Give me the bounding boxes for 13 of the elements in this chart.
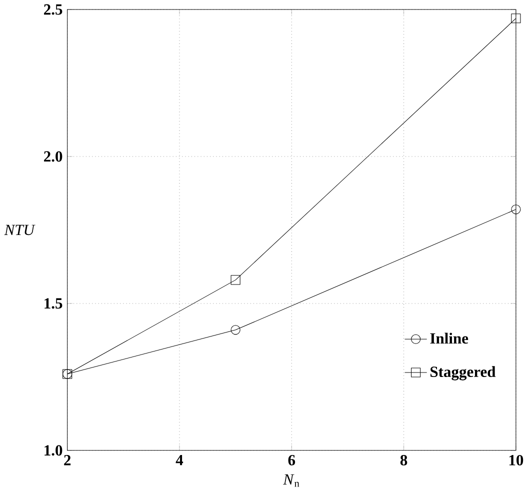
y-tick-label: 2.0 [44,151,62,162]
x-axis-title: N$_{n}$ [283,474,300,487]
x-tick-label: 8 [400,454,408,466]
legend-label: Staggered [430,366,496,380]
y-axis-title: NTU [4,224,36,236]
y-tick-label: 1.5 [44,298,62,309]
x-tick-label: 10 [509,454,524,466]
legend-label: Inline [430,332,468,344]
y-tick-label: 1.0 [44,445,62,456]
x-tick-label: 4 [176,454,184,466]
x-tick-label: 6 [288,454,296,466]
y-tick-label: 2.5 [44,4,62,15]
x-tick-label: 2 [64,454,71,466]
